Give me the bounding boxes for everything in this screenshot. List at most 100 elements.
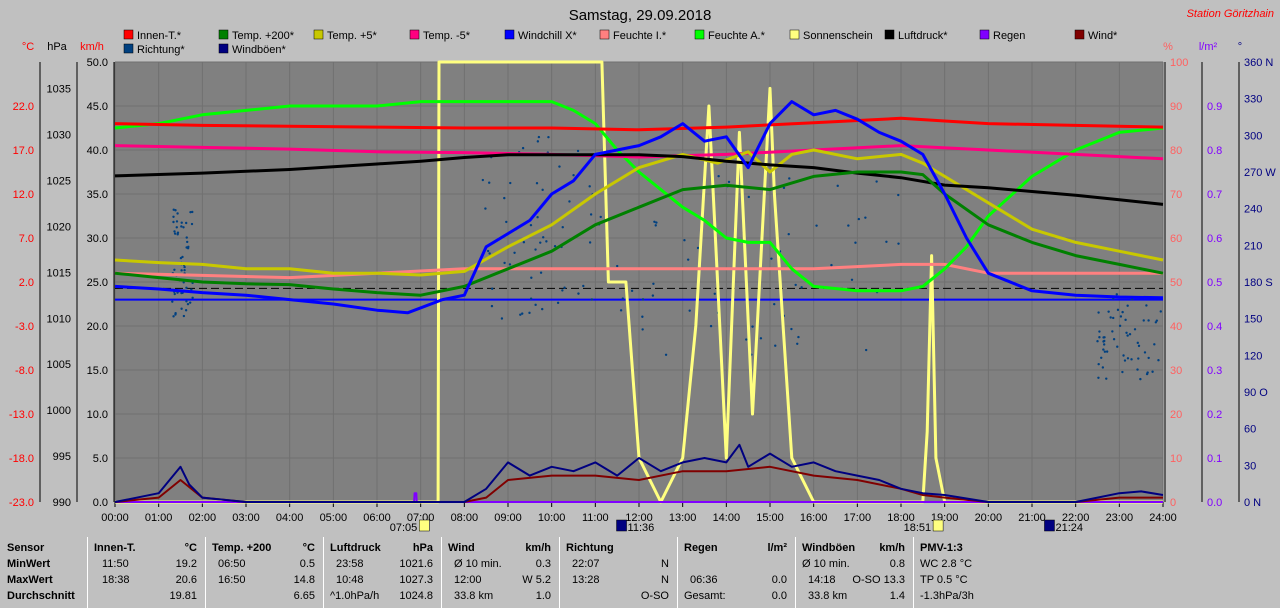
legend: Innen-T.* Temp. +200* Temp. +5* Temp. -5* Wi… — [123, 29, 1118, 56]
x-tick-label: 15:00 — [756, 512, 784, 524]
x-tick-label: 08:00 — [451, 512, 479, 524]
x-tick-label: 09:00 — [494, 512, 522, 524]
stats-col-pmv: PMV-1:3 WC 2.8 °C TP 0.5 °C -1.3hPa/3h — [914, 537, 1280, 608]
direction-dot — [191, 296, 194, 300]
direction-dot — [787, 232, 790, 236]
stats-header: Sensor — [7, 542, 45, 554]
legend-label: Sonnenschein — [803, 30, 873, 42]
direction-dot — [173, 230, 176, 233]
direction-dot — [641, 328, 644, 331]
x-tick-label: 14:00 — [713, 512, 741, 524]
direction-dot — [572, 174, 575, 177]
stats-pmv-trend: -1.3hPa/3h — [920, 590, 974, 602]
direction-dot — [188, 301, 192, 304]
stats-regen-total-label: Gesamt: — [684, 590, 726, 602]
direction-dot — [173, 292, 176, 296]
x-tick-label: 00:00 — [101, 512, 129, 524]
legend-label: Temp. +200* — [232, 30, 295, 42]
direction-dot — [189, 210, 192, 214]
stats-druck-trend: ^1.0hPa/h — [330, 590, 380, 602]
direction-dot — [727, 180, 731, 184]
legend-swatch — [979, 29, 990, 40]
y-tick-label-wind: 50.0 — [87, 57, 108, 69]
direction-dot — [588, 241, 592, 244]
direction-dot — [897, 193, 900, 197]
marker-noon-icon — [616, 519, 627, 532]
direction-dot — [630, 289, 634, 293]
series-line-feuchte-a- — [114, 100, 1164, 293]
direction-dot — [651, 294, 655, 297]
y-tick-label-rain: 0.5 — [1207, 277, 1222, 289]
stats-wind-max-value: W 5.2 — [522, 574, 551, 586]
stats-wind-max-time: 12:00 — [454, 574, 482, 586]
direction-dot — [513, 251, 516, 254]
stats-richtung-header: Richtung — [566, 542, 614, 554]
direction-dot — [696, 246, 700, 250]
direction-dot — [183, 265, 186, 269]
y-tick-label-direction: 360 N — [1244, 57, 1273, 69]
direction-dot — [1145, 304, 1148, 307]
direction-dot — [619, 309, 623, 312]
stats-innen-unit: °C — [184, 542, 197, 554]
stats-col-regen: Regen l/m² 06:36 0.0 Gesamt: 0.0 — [678, 537, 796, 608]
x-tick-label: 01:00 — [145, 512, 173, 524]
stats-col-innen: Innen-T. °C 11:50 19.2 18:38 20.6 19.81 — [88, 537, 206, 608]
direction-dot — [1153, 343, 1156, 346]
x-tick-label: 16:00 — [800, 512, 828, 524]
stats-boen-unit: km/h — [879, 542, 905, 554]
direction-dot — [509, 181, 512, 185]
station-name: Station Göritzhain — [1187, 8, 1274, 20]
direction-dot — [173, 268, 176, 272]
stats-richtung-min-time: 22:07 — [572, 558, 600, 570]
direction-dot — [537, 135, 541, 139]
direction-dot — [897, 242, 900, 245]
series-line-sonnenschein — [115, 60, 1163, 504]
legend-swatch — [218, 43, 229, 54]
y-tick-label-direction: 90 O — [1244, 387, 1268, 399]
direction-dot — [484, 207, 487, 210]
direction-dot — [1118, 324, 1122, 328]
marker-label: 11:36 — [628, 522, 655, 534]
direction-dot — [553, 244, 557, 248]
direction-dot — [1098, 330, 1101, 333]
direction-dot — [503, 196, 506, 200]
legend-swatch — [884, 29, 895, 40]
direction-dot — [175, 220, 179, 223]
y-tick-label-rain: 0.2 — [1207, 409, 1222, 421]
x-tick-label: 23:00 — [1106, 512, 1134, 524]
direction-dot — [173, 232, 177, 235]
stats-boen-min-time: Ø 10 min. — [802, 558, 850, 570]
series-lines — [114, 60, 1164, 504]
direction-dot — [534, 248, 537, 251]
direction-dot — [545, 240, 548, 243]
series-line-temp-200- — [114, 170, 1164, 297]
direction-dot — [582, 284, 585, 288]
direction-dot — [1122, 354, 1125, 357]
direction-dot — [864, 216, 867, 219]
axis-unit-label: hPa — [47, 41, 67, 53]
direction-dot — [528, 311, 531, 315]
direction-dot — [1121, 370, 1124, 374]
x-tick-label: 21:00 — [1018, 512, 1046, 524]
y-tick-label-pressure: 995 — [53, 451, 71, 463]
x-tick-label: 04:00 — [276, 512, 304, 524]
direction-dot — [536, 140, 540, 143]
y-tick-label-rain: 0.8 — [1207, 145, 1222, 157]
y-tick-label-pressure: 990 — [53, 497, 71, 509]
direction-dot — [530, 276, 533, 279]
direction-dot — [599, 215, 602, 219]
direction-dot — [180, 225, 183, 228]
direction-dot — [588, 185, 591, 188]
direction-dot — [1100, 356, 1103, 360]
direction-dot — [713, 292, 716, 296]
direction-dot — [836, 184, 839, 188]
direction-dot — [800, 286, 803, 289]
legend-label: Windböen* — [232, 44, 287, 56]
direction-dot — [563, 286, 566, 289]
direction-dot — [864, 348, 868, 352]
direction-dot — [1102, 343, 1106, 346]
stats-richtung-avg: O-SO — [640, 590, 669, 602]
y-tick-label-temp: -13.0 — [9, 409, 34, 421]
direction-dot — [1137, 357, 1140, 360]
series-line-innen-t- — [114, 116, 1164, 132]
